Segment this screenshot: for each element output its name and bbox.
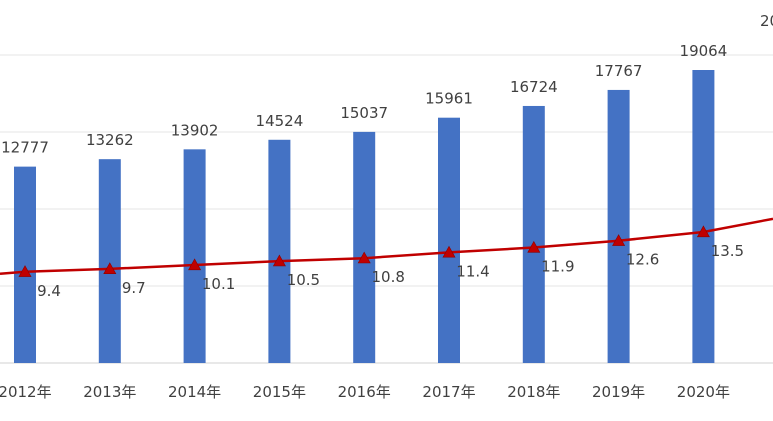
x-tick-label: 2012年 (0, 383, 52, 401)
bar (522, 105, 545, 364)
bar-value-label: 12777 (1, 139, 49, 157)
line-value-labels: 9.4 9.7 10.1 10.5 10.8 11.4 11.9 12.6 13.5 (37, 242, 744, 300)
bar-value-label: 14524 (256, 112, 304, 130)
line-series (0, 217, 773, 277)
bar (438, 117, 460, 363)
bar (98, 159, 121, 363)
gridlines (0, 54, 773, 364)
bar (14, 166, 36, 363)
line-point-marker (357, 251, 371, 264)
x-tick-label: 2018年 (507, 383, 560, 401)
line-value-label: 9.7 (122, 279, 146, 297)
line-value-label: 12.6 (626, 251, 659, 269)
x-axis: 2012年 2013年 2014年 2015年 2016年 2017年 2018年 2019年… (0, 383, 730, 401)
line-value-label: 11.9 (541, 258, 574, 276)
bar-value-label: 15037 (340, 104, 388, 122)
line-value-label: 10.5 (287, 271, 320, 289)
bar-value-label: 17767 (595, 62, 643, 80)
x-tick-label: 2020年 (677, 383, 730, 401)
bar-value-label: 19064 (680, 42, 728, 60)
x-tick-label: 2015年 (253, 383, 306, 401)
bar-series (14, 70, 715, 364)
x-tick-label: 2019年 (592, 383, 645, 401)
line-value-label: 11.4 (456, 262, 489, 280)
line-value-label: 13.5 (711, 242, 744, 260)
line-point-marker (272, 254, 286, 267)
bar (607, 89, 630, 363)
x-tick-label: 2017年 (422, 383, 475, 401)
bar (183, 149, 206, 363)
bar-value-label: 16724 (510, 78, 558, 96)
x-tick-label: 2016年 (338, 383, 391, 401)
line-point-marker (696, 225, 710, 238)
bar-value-label: 13902 (171, 121, 219, 139)
line-point-marker (527, 240, 541, 253)
bar (692, 70, 715, 363)
line-point-marker (103, 262, 117, 274)
x-tick-label: 2013年 (83, 383, 136, 401)
line-point-marker (18, 265, 32, 277)
line-point-marker (612, 234, 626, 246)
line-point-marker (442, 245, 456, 258)
bar (268, 139, 291, 363)
line-value-label: 10.8 (371, 268, 404, 286)
bar-value-labels: 12777 13262 13902 14524 15037 15961 16724 17767… (1, 12, 773, 157)
bar-value-label: 13262 (86, 131, 134, 149)
line-point-marker (188, 258, 202, 271)
bar-value-label: 15961 (425, 90, 473, 108)
x-tick-label: 2014年 (168, 383, 221, 401)
line-value-label: 9.4 (37, 282, 61, 300)
line-value-label: 10.1 (202, 275, 235, 293)
bar-value-label-partial: 20 (760, 12, 773, 30)
bar (353, 131, 376, 363)
